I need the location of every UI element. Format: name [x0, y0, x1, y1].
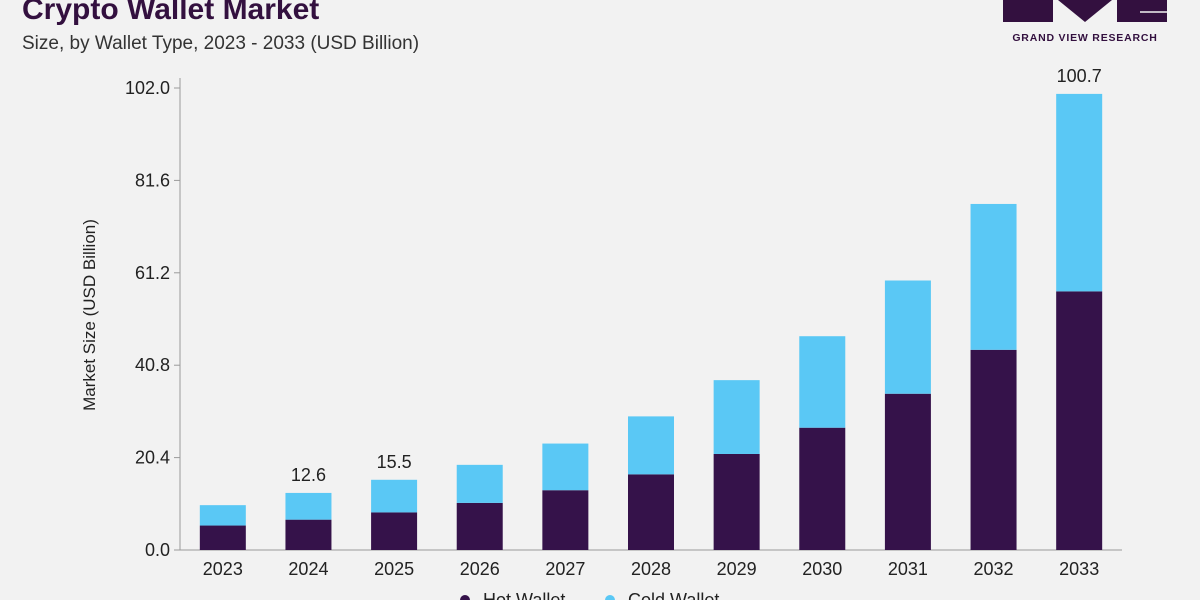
logo-text: GRAND VIEW RESEARCH	[1012, 32, 1158, 44]
grand-view-research-logo	[1003, 0, 1167, 22]
legend-label: Hot Wallet	[483, 590, 565, 600]
bar-hot-wallet-2024	[285, 519, 332, 550]
x-tick-label: 2024	[288, 559, 328, 579]
legend-swatch-cold-wallet	[605, 595, 615, 600]
bar-cold-wallet-2031	[884, 280, 931, 394]
x-tick-label: 2025	[374, 559, 414, 579]
data-label: 15.5	[377, 452, 412, 472]
y-tick-label: 61.2	[135, 263, 170, 283]
data-label: 12.6	[291, 465, 326, 485]
y-tick-label: 102.0	[125, 78, 170, 98]
bar-cold-wallet-2023	[199, 505, 246, 526]
bar-cold-wallet-2032	[970, 203, 1017, 350]
bar-cold-wallet-2024	[285, 492, 332, 520]
legend-swatch-hot-wallet	[460, 595, 470, 600]
bar-cold-wallet-2030	[799, 336, 846, 428]
y-axis-label: Market Size (USD Billion)	[80, 219, 99, 411]
x-tick-label: 2033	[1059, 559, 1099, 579]
y-tick-label: 20.4	[135, 448, 170, 468]
x-tick-label: 2029	[717, 559, 757, 579]
chart-subtitle: Size, by Wallet Type, 2023 - 2033 (USD B…	[22, 33, 420, 54]
bar-cold-wallet-2027	[542, 443, 589, 491]
bar-hot-wallet-2028	[628, 474, 674, 550]
bar-cold-wallet-2033	[1056, 93, 1103, 292]
bar-hot-wallet-2033	[1056, 291, 1103, 550]
bar-hot-wallet-2026	[456, 502, 503, 550]
chart-title: Crypto Wallet Market	[22, 0, 320, 26]
bar-cold-wallet-2029	[713, 380, 760, 454]
y-tick-label: 81.6	[135, 170, 170, 190]
x-tick-label: 2030	[802, 559, 842, 579]
x-tick-label: 2026	[460, 559, 500, 579]
x-tick-label: 2031	[888, 559, 928, 579]
bar-hot-wallet-2030	[799, 427, 846, 550]
x-tick-label: 2032	[974, 559, 1014, 579]
bar-cold-wallet-2028	[628, 416, 674, 475]
bar-hot-wallet-2025	[371, 512, 418, 550]
x-tick-label: 2027	[545, 559, 585, 579]
x-tick-label: 2028	[631, 559, 671, 579]
bar-hot-wallet-2032	[970, 349, 1017, 550]
bar-hot-wallet-2023	[199, 525, 246, 550]
bar-cold-wallet-2025	[371, 479, 418, 513]
bar-hot-wallet-2029	[713, 453, 760, 550]
x-tick-label: 2023	[203, 559, 243, 579]
bar-cold-wallet-2026	[456, 464, 503, 503]
y-tick-label: 40.8	[135, 355, 170, 375]
y-tick-label: 0.0	[145, 540, 170, 560]
bar-hot-wallet-2031	[884, 393, 931, 550]
data-label: 100.7	[1057, 66, 1102, 86]
legend-label: Cold Wallet	[628, 590, 719, 600]
bar-hot-wallet-2027	[542, 490, 589, 550]
